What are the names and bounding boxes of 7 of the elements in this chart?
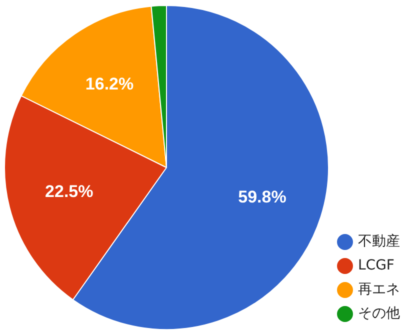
legend-label: 再エネ	[358, 282, 400, 298]
data-label: 22.5%	[45, 182, 94, 201]
legend-label: その他	[358, 306, 400, 322]
data-label: 16.2%	[85, 74, 134, 94]
legend-label: LCGF	[358, 258, 394, 274]
legend-label: 不動産	[358, 234, 400, 250]
data-label: 59.8%	[238, 188, 286, 207]
